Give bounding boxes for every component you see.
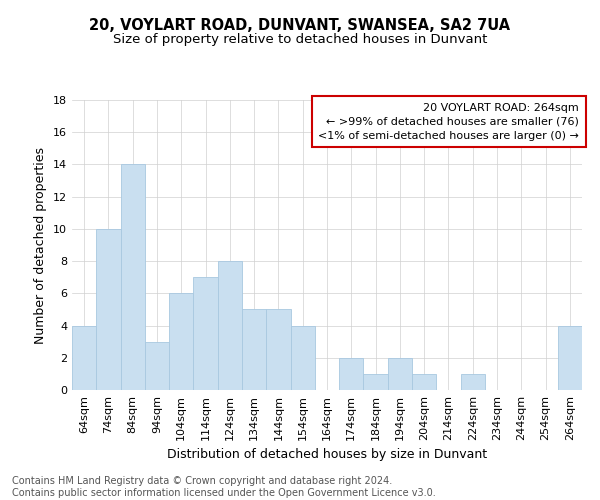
Bar: [290, 326, 315, 390]
Bar: [364, 374, 388, 390]
X-axis label: Distribution of detached houses by size in Dunvant: Distribution of detached houses by size …: [167, 448, 487, 462]
Bar: [388, 358, 412, 390]
Y-axis label: Number of detached properties: Number of detached properties: [34, 146, 47, 344]
Bar: [218, 261, 242, 390]
Text: Size of property relative to detached houses in Dunvant: Size of property relative to detached ho…: [113, 32, 487, 46]
Text: Contains HM Land Registry data © Crown copyright and database right 2024.
Contai: Contains HM Land Registry data © Crown c…: [12, 476, 436, 498]
Bar: [461, 374, 485, 390]
Bar: [169, 294, 193, 390]
Bar: [242, 310, 266, 390]
Bar: [96, 229, 121, 390]
Bar: [193, 277, 218, 390]
Text: 20 VOYLART ROAD: 264sqm
← >99% of detached houses are smaller (76)
<1% of semi-d: 20 VOYLART ROAD: 264sqm ← >99% of detach…: [319, 103, 579, 141]
Bar: [339, 358, 364, 390]
Bar: [266, 310, 290, 390]
Bar: [121, 164, 145, 390]
Bar: [412, 374, 436, 390]
Bar: [558, 326, 582, 390]
Text: 20, VOYLART ROAD, DUNVANT, SWANSEA, SA2 7UA: 20, VOYLART ROAD, DUNVANT, SWANSEA, SA2 …: [89, 18, 511, 32]
Bar: [72, 326, 96, 390]
Bar: [145, 342, 169, 390]
